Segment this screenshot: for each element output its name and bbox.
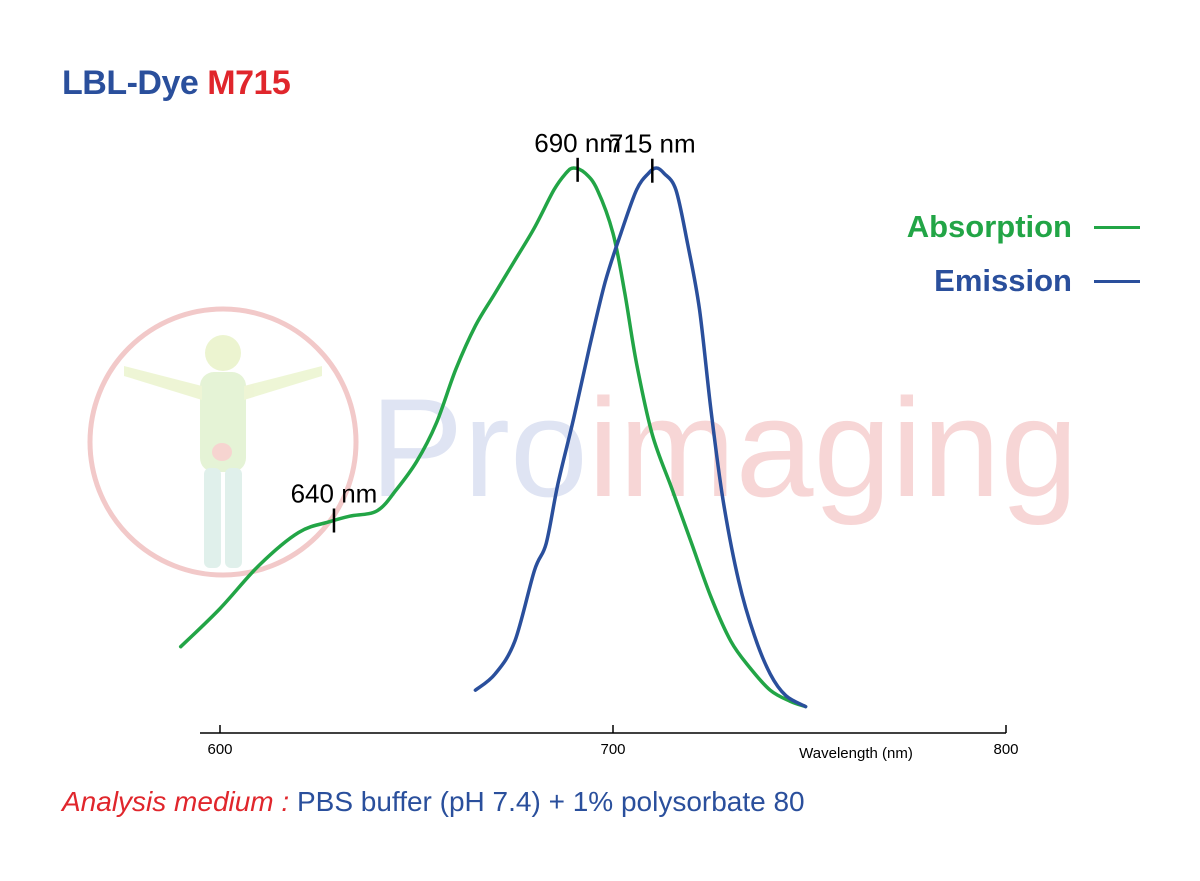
legend-swatch-absorption xyxy=(1094,225,1140,229)
analysis-medium-label: Analysis medium : xyxy=(62,786,290,817)
legend-item-absorption: Absorption xyxy=(907,200,1140,254)
x-tick-label: 800 xyxy=(993,741,1018,758)
peak-label: 690 nm xyxy=(534,128,621,158)
peak-label: 715 nm xyxy=(609,129,696,159)
legend-swatch-emission xyxy=(1094,279,1140,283)
legend-item-emission: Emission xyxy=(907,254,1140,308)
legend-label-absorption: Absorption xyxy=(906,209,1072,244)
x-tick-label: 700 xyxy=(600,741,625,758)
analysis-medium: Analysis medium : PBS buffer (pH 7.4) + … xyxy=(62,786,805,818)
watermark: Proimaging xyxy=(87,306,1078,578)
chart-title: LBL-Dye M715 xyxy=(62,64,291,103)
legend-label-emission: Emission xyxy=(934,263,1072,298)
series-line-absorption xyxy=(178,166,808,709)
watermark-text: Proimaging xyxy=(370,369,1078,526)
analysis-medium-value: PBS buffer (pH 7.4) + 1% polysorbate 80 xyxy=(296,786,805,817)
series-line-emission xyxy=(473,166,808,709)
dye-name: LBL-Dye xyxy=(62,64,199,102)
watermark-ring xyxy=(87,306,359,578)
series-layer xyxy=(178,166,808,709)
watermark-figure-icon xyxy=(124,335,322,568)
x-axis-ticks: 600 700 800 xyxy=(207,725,1019,758)
dye-code: M715 xyxy=(207,64,291,102)
x-axis-label: Wavelength (nm) xyxy=(799,745,913,762)
legend: Absorption Emission xyxy=(907,200,1140,308)
x-tick-label: 600 xyxy=(207,741,232,758)
peak-label: 640 nm xyxy=(291,479,378,509)
